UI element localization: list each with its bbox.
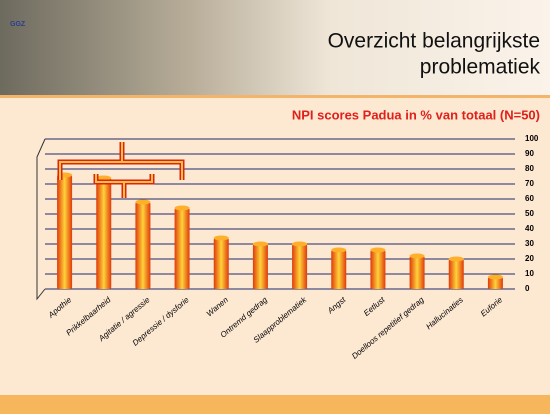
header-image xyxy=(0,0,550,95)
bar-top xyxy=(487,274,503,280)
bar-top xyxy=(331,247,347,253)
bar xyxy=(252,244,268,289)
header-rule xyxy=(0,95,550,98)
y-tick-label: 10 xyxy=(525,269,534,278)
y-tick-label: 50 xyxy=(525,209,534,218)
bar xyxy=(487,277,503,289)
brace xyxy=(59,142,183,180)
y-tick-label: 80 xyxy=(525,164,534,173)
bar-top xyxy=(292,241,308,247)
bar xyxy=(409,256,425,289)
y-tick-label: 90 xyxy=(525,149,534,158)
bar-top xyxy=(213,235,229,241)
y-tick-label: 70 xyxy=(525,179,534,188)
bar-top xyxy=(370,247,386,253)
y-tick-label: 40 xyxy=(525,224,534,233)
bar xyxy=(135,202,151,289)
y-tick-label: 30 xyxy=(525,239,534,248)
bar xyxy=(331,250,347,289)
bar-top xyxy=(135,199,151,205)
y-tick-label: 100 xyxy=(525,134,539,143)
y-tick-label: 0 xyxy=(525,284,530,293)
bar-top xyxy=(174,205,190,211)
bar xyxy=(96,178,112,289)
bar xyxy=(370,250,386,289)
y-tick-label: 20 xyxy=(525,254,534,263)
bar-top xyxy=(252,241,268,247)
brace xyxy=(95,174,153,198)
footer-band xyxy=(0,395,550,414)
chart-title: NPI scores Padua in % van totaal (N=50) xyxy=(292,107,540,122)
logo: GGZ xyxy=(10,21,26,28)
back-wall xyxy=(36,138,46,301)
bar-top xyxy=(448,256,464,262)
slide-title: Overzicht belangrijkste xyxy=(328,30,540,53)
bar-top xyxy=(409,253,425,259)
slide-title: problematiek xyxy=(420,56,541,79)
bar-top xyxy=(96,175,112,181)
bar xyxy=(213,238,229,289)
bar xyxy=(174,208,190,289)
bar xyxy=(57,175,73,289)
bar xyxy=(448,259,464,289)
y-tick-label: 60 xyxy=(525,194,534,203)
bar xyxy=(292,244,308,289)
